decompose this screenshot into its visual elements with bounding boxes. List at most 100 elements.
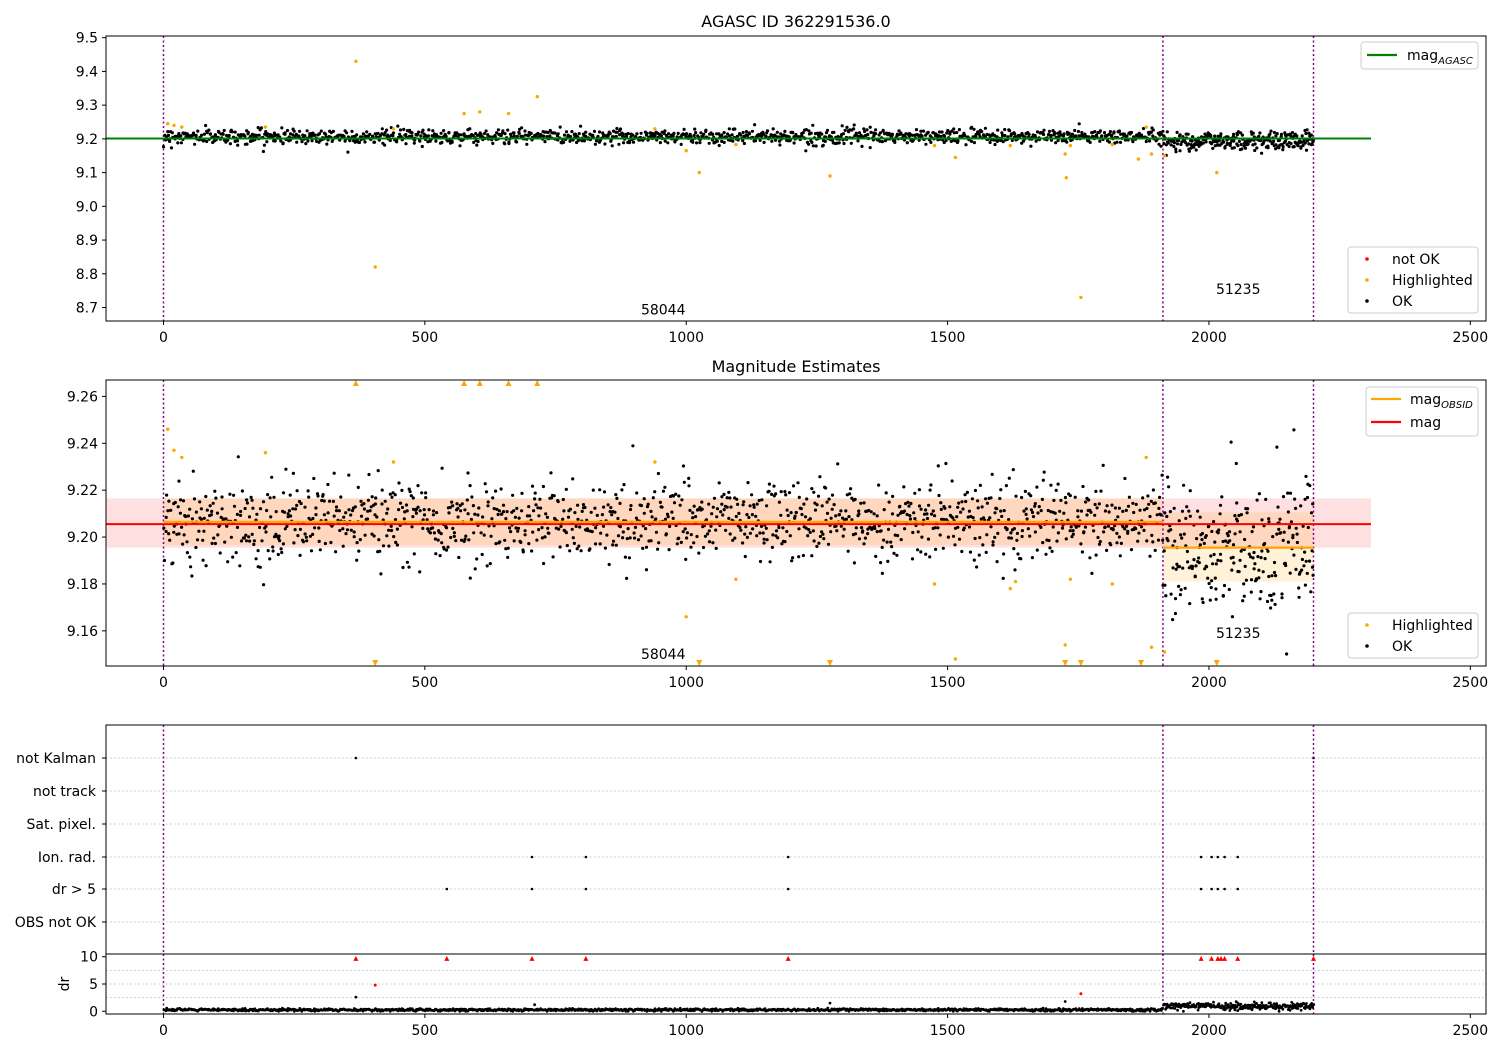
ok-point xyxy=(772,484,776,488)
ok-point xyxy=(893,533,897,537)
ok-point xyxy=(200,133,204,137)
ok-point xyxy=(1063,495,1067,500)
ok-point xyxy=(729,505,733,509)
ok-point xyxy=(1020,534,1024,539)
ok-point xyxy=(665,512,670,516)
ok-point xyxy=(1023,489,1027,493)
ok-point xyxy=(341,527,345,531)
ok-point xyxy=(1115,531,1119,536)
ok-point xyxy=(955,515,959,519)
ok-point xyxy=(380,488,384,492)
ok-point xyxy=(1117,535,1121,539)
obsid-label: 58044 xyxy=(641,647,686,663)
ok-point xyxy=(1173,539,1177,543)
ok-point xyxy=(592,129,597,133)
ok-point xyxy=(456,515,460,519)
ok-point xyxy=(292,129,296,133)
x-tick-label: 1000 xyxy=(668,675,704,691)
ok-point xyxy=(869,510,873,514)
ok-point xyxy=(916,548,920,552)
ok-point xyxy=(610,144,614,148)
ok-point xyxy=(978,483,983,487)
ok-point xyxy=(615,130,619,134)
ok-point xyxy=(220,507,224,511)
ok-point xyxy=(1148,139,1152,143)
dr-point xyxy=(828,1009,832,1013)
ok-point xyxy=(598,488,602,492)
ok-point xyxy=(1281,148,1285,152)
ok-point xyxy=(1303,550,1307,554)
ok-point xyxy=(324,132,328,136)
ok-point xyxy=(788,534,792,538)
ok-point xyxy=(356,485,360,489)
ok-point xyxy=(1149,499,1153,503)
ok-point xyxy=(731,139,735,143)
ok-point xyxy=(1188,489,1192,493)
ok-point xyxy=(352,530,356,534)
ok-point xyxy=(889,540,893,544)
ok-point xyxy=(571,477,575,481)
flag-point xyxy=(1223,887,1226,891)
highlighted-point xyxy=(172,123,176,128)
ok-point xyxy=(194,133,198,137)
ok-point xyxy=(1182,532,1186,536)
highlighted-point xyxy=(734,142,738,147)
ok-point xyxy=(165,493,169,497)
x-tick-label: 500 xyxy=(411,330,438,346)
flag-point xyxy=(584,887,588,891)
ok-point xyxy=(190,574,194,578)
ok-point xyxy=(1214,597,1218,601)
ok-point xyxy=(503,132,507,136)
ok-point xyxy=(939,501,943,505)
ok-point xyxy=(1310,549,1314,553)
ok-point xyxy=(274,510,278,514)
ok-point xyxy=(969,139,974,143)
ok-point xyxy=(631,140,636,144)
ok-point xyxy=(615,496,619,500)
ok-point xyxy=(1272,592,1276,596)
legend-box xyxy=(1360,41,1479,70)
ok-point xyxy=(920,535,924,539)
ok-point xyxy=(1277,527,1281,532)
ok-point xyxy=(811,529,816,533)
ok-point xyxy=(1011,468,1015,472)
ok-point xyxy=(1068,529,1072,533)
ok-point xyxy=(1281,145,1285,149)
ok-point xyxy=(507,141,511,146)
legend-label-main: mag xyxy=(1407,48,1438,64)
ok-point xyxy=(999,488,1003,492)
ok-point xyxy=(987,133,991,137)
ok-point xyxy=(1151,488,1155,492)
ok-point xyxy=(455,131,459,135)
ok-point xyxy=(829,516,833,520)
ok-point xyxy=(738,525,742,530)
ok-point xyxy=(1088,556,1092,560)
ok-point xyxy=(344,532,348,536)
ok-point xyxy=(562,509,566,513)
ok-point xyxy=(854,131,858,135)
ok-point xyxy=(1222,140,1226,144)
ok-point xyxy=(785,508,789,512)
ok-point xyxy=(397,508,401,512)
ok-point xyxy=(993,511,997,515)
ok-point xyxy=(1139,525,1144,529)
ok-point xyxy=(173,500,177,505)
ok-point xyxy=(594,526,598,530)
highlighted-point xyxy=(1110,582,1115,586)
ok-point xyxy=(382,133,386,137)
ok-point xyxy=(1065,140,1069,144)
flag-point xyxy=(1223,855,1226,859)
flag-row-label: Sat. pixel. xyxy=(27,817,96,833)
ok-point xyxy=(1147,502,1151,506)
ok-point xyxy=(222,517,226,521)
ok-point xyxy=(1199,140,1203,144)
ok-point xyxy=(877,483,881,487)
obsid-label: 58044 xyxy=(641,302,686,318)
dr-point xyxy=(1176,1008,1179,1012)
ok-point xyxy=(1307,559,1312,563)
ok-point xyxy=(890,512,895,516)
ok-point xyxy=(689,545,693,549)
ok-point xyxy=(956,139,960,143)
ok-point xyxy=(899,131,903,135)
dr-point xyxy=(354,995,358,999)
